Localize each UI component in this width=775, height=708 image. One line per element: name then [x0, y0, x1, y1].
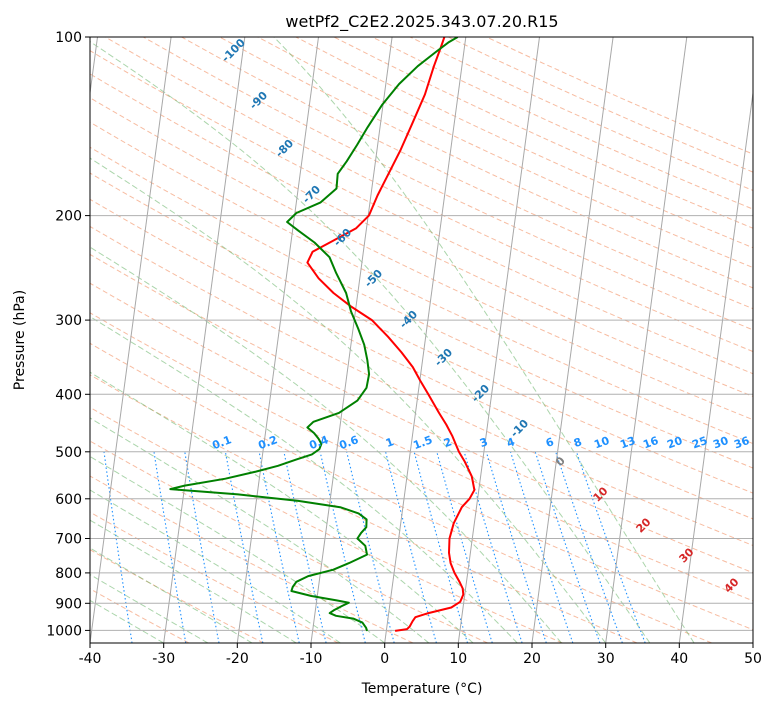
isotherm-line — [384, 37, 467, 643]
y-tick-label: 700 — [55, 532, 82, 548]
dry-adiabat-line — [90, 198, 753, 520]
moist-adiabat-line — [273, 37, 695, 643]
mixing-ratio-label: 20 — [665, 434, 684, 452]
y-tick-label: 800 — [55, 566, 82, 582]
y-tick-label: 600 — [55, 492, 82, 508]
isotherm-line — [236, 37, 319, 643]
isotherm-line — [678, 89, 753, 643]
mixing-ratio-line — [555, 451, 623, 643]
moist-adiabat-line — [90, 40, 651, 643]
isotherm-line — [310, 37, 393, 643]
mixing-ratio-label: 2 — [442, 435, 454, 450]
moist-adiabat-line — [90, 489, 341, 643]
mixing-ratio-line — [385, 451, 437, 643]
y-tick-label: 300 — [55, 313, 82, 329]
dry-adiabat-line — [90, 50, 753, 375]
chart-title: wetPf2_C2E2.2025.343.07.20.R15 — [285, 12, 558, 32]
dry-adiabat-line — [90, 440, 488, 643]
mixing-ratio-line — [258, 451, 300, 643]
x-tick-label: 10 — [449, 651, 467, 667]
mixing-ratio-line — [485, 451, 547, 643]
isotherm-line — [605, 37, 688, 643]
y-tick-label: 400 — [55, 387, 82, 403]
profile-line — [169, 37, 459, 632]
mixing-ratio-label: 25 — [690, 434, 709, 451]
dry-adiabat-line — [143, 37, 753, 331]
y-tick-label: 200 — [55, 209, 82, 225]
x-tick-label: 20 — [523, 651, 541, 667]
moist-adiabat-line — [90, 371, 474, 643]
moist-adiabat-line — [90, 547, 253, 643]
dry-adiabat-line — [90, 225, 753, 547]
y-tick-label: 1000 — [46, 623, 82, 639]
mixing-ratio-label: 1 — [384, 435, 396, 450]
isotherm-line — [457, 37, 540, 643]
moist-adiabat-line — [90, 519, 297, 643]
x-tick-label: 50 — [744, 651, 762, 667]
isotherm-line — [163, 37, 246, 643]
mixing-ratio-label: 0.2 — [256, 433, 279, 452]
mixing-ratio-label: 8 — [572, 435, 584, 450]
dry-adiabat-line — [181, 37, 753, 310]
moist-adiabat-line — [90, 316, 518, 643]
profile-line — [306, 37, 476, 632]
y-tick-label: 100 — [55, 30, 82, 46]
dry-adiabat-line — [104, 37, 753, 353]
dry-adiabat-line — [90, 374, 638, 643]
mixing-ratio-line — [436, 451, 493, 643]
x-tick-label: -40 — [79, 651, 102, 667]
isotherm-line — [531, 37, 614, 643]
y-tick-label: 500 — [55, 445, 82, 461]
mixing-ratio-label: 10 — [592, 434, 611, 452]
mixing-ratio-label: 0.6 — [337, 433, 360, 452]
grid-lines — [90, 37, 753, 643]
mixing-ratio-line — [413, 451, 469, 643]
x-tick-label: -10 — [300, 651, 323, 667]
x-axis-label: Temperature (°C) — [361, 681, 483, 697]
plot-area: -100-90-80-70-60-50-40-30-20-100.1 0.2 0.4… — [90, 37, 753, 643]
dry-adiabat-line — [90, 146, 753, 469]
mixing-ratio-label: 16 — [641, 434, 660, 452]
moist-adiabat-line — [90, 417, 430, 643]
mixing-ratio-line — [463, 451, 523, 643]
mixing-ratio-line — [283, 451, 327, 643]
dry-adiabat-line — [90, 282, 753, 602]
x-tick-label: 30 — [597, 651, 615, 667]
plot-frame — [89, 36, 754, 644]
mixing-ratio-label: 36 — [732, 434, 751, 452]
y-axis-label: Pressure (hPa) — [12, 290, 28, 390]
profile-lines — [169, 37, 476, 632]
background-lines — [90, 37, 753, 643]
mixing-ratio-label: 3 — [478, 435, 490, 450]
axes: -40 -30 -20 -10 0 10 20 30 40 50 1000 900 800 700 600 5… — [46, 30, 762, 667]
dry-adiabat-line — [90, 406, 563, 643]
x-tick-label: -30 — [152, 651, 175, 667]
mixing-ratio-label: 0.1 — [210, 433, 233, 452]
mixing-ratio-line — [534, 451, 601, 643]
mixing-ratio-line — [509, 451, 574, 643]
moist-adiabat-line — [90, 246, 562, 643]
y-tick-label: 900 — [55, 596, 82, 612]
x-tick-label: 40 — [670, 651, 688, 667]
dry-adiabat-line — [90, 312, 753, 631]
dry-adiabat-line — [90, 172, 753, 494]
mixing-ratio-line — [575, 451, 646, 643]
mixing-ratio-line — [224, 451, 264, 643]
dry-adiabat-line — [90, 549, 264, 643]
mixing-ratio-label: 0.4 — [307, 433, 330, 452]
isotherm-line — [90, 37, 172, 643]
mixing-ratio-label: 4 — [505, 435, 517, 450]
mixing-ratio-label: 6 — [544, 435, 556, 450]
moist-adiabat-line — [90, 157, 607, 643]
mixing-ratio-label: 1.5 — [411, 433, 434, 452]
mixing-ratio-label: 13 — [618, 434, 637, 451]
mixing-ratio-label: 30 — [711, 434, 730, 452]
dry-adiabat-line — [219, 37, 753, 289]
x-tick-label: 0 — [380, 651, 389, 667]
x-tick-label: -20 — [226, 651, 249, 667]
